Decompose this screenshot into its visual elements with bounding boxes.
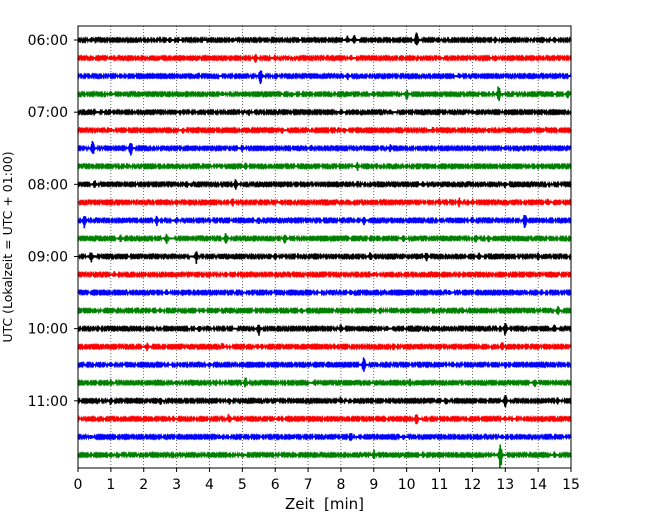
x-tick-label: 1 — [106, 477, 115, 493]
x-tick-label: 13 — [496, 477, 514, 493]
trace-08:45 — [77, 232, 572, 244]
y-axis-title: UTC (Lokalzeit = UTC + 01:00) — [0, 151, 15, 342]
plot-frame — [77, 25, 572, 469]
y-tick-label: 09:00 — [28, 249, 68, 265]
trace-06:30 — [77, 70, 572, 85]
x-tick-label: 5 — [238, 477, 247, 493]
x-tick-label: 14 — [529, 477, 547, 493]
y-tick-label: 10:00 — [28, 322, 68, 338]
trace-11:30 — [77, 432, 572, 441]
trace-08:30 — [77, 214, 572, 229]
trace-10:15 — [77, 342, 572, 352]
x-tick-label: 9 — [369, 477, 378, 493]
trace-10:00 — [77, 322, 572, 336]
trace-10:30 — [77, 357, 572, 372]
x-tick-label: 7 — [304, 477, 313, 493]
x-tick-label: 12 — [463, 477, 481, 493]
x-tick-label: 10 — [398, 477, 416, 493]
y-tick-label: 11:00 — [28, 394, 68, 410]
trace-09:15 — [77, 270, 572, 279]
trace-07:45 — [77, 162, 572, 171]
seismic-traces — [77, 32, 572, 469]
x-tick-label: 11 — [431, 477, 449, 493]
trace-09:30 — [77, 288, 572, 297]
x-tick-label: 0 — [74, 477, 83, 493]
x-tick-label: 3 — [172, 477, 181, 493]
y-tick-label: 07:00 — [28, 105, 68, 121]
trace-10:45 — [77, 377, 572, 388]
y-tick-label: 06:00 — [28, 33, 68, 49]
trace-07:00 — [77, 108, 572, 117]
x-axis-title: Zeit [min] — [285, 495, 364, 513]
trace-08:15 — [77, 197, 572, 208]
trace-08:00 — [77, 179, 572, 190]
x-tick-label: 2 — [139, 477, 148, 493]
x-tick-label: 8 — [336, 477, 345, 493]
x-tick-label: 4 — [205, 477, 214, 493]
x-tick-label: 15 — [562, 477, 580, 493]
x-tick-label: 6 — [271, 477, 280, 493]
trace-09:45 — [77, 306, 572, 315]
trace-11:45 — [77, 444, 572, 469]
trace-11:15 — [77, 414, 572, 425]
trace-09:00 — [77, 251, 572, 264]
trace-07:30 — [77, 141, 572, 156]
x-axis: 0 1 2 3 4 5 6 7 8 9 10 11 12 13 14 15 — [74, 468, 580, 493]
trace-06:00 — [77, 32, 572, 46]
y-axis: 06:00 07:00 08:00 09:00 10:00 11:00 — [28, 33, 78, 410]
trace-07:15 — [77, 126, 572, 135]
y-tick-label: 08:00 — [28, 177, 68, 193]
trace-06:15 — [77, 54, 572, 63]
trace-06:45 — [77, 86, 572, 102]
trace-11:00 — [77, 395, 572, 408]
